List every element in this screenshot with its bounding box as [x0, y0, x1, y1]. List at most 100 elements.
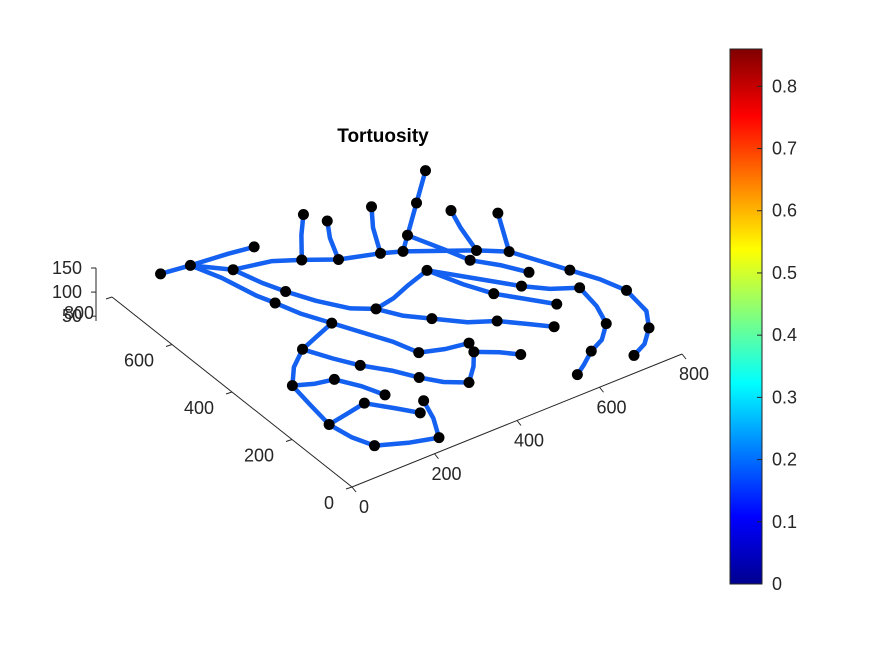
network-segment	[290, 377, 337, 388]
network-node	[523, 266, 535, 278]
network-node	[471, 244, 482, 256]
network-segment	[362, 400, 423, 416]
z-tick-label: 50	[62, 306, 82, 326]
network-segment	[448, 208, 479, 253]
x-tick-mark	[434, 453, 439, 460]
network-segment	[400, 200, 419, 254]
network-node	[420, 165, 431, 177]
network-segment	[624, 288, 652, 331]
y-tick-mark	[105, 296, 113, 300]
network-node	[297, 343, 308, 355]
network-node	[488, 288, 500, 300]
z-tick-label: 150	[52, 258, 82, 278]
network-segment	[373, 306, 435, 321]
network-segment	[332, 377, 388, 398]
network-node	[516, 280, 527, 292]
network-node	[321, 215, 333, 227]
network-segment	[272, 300, 335, 326]
network-node	[564, 264, 576, 276]
network-node	[411, 197, 422, 209]
colorbar-tick-label: 0.2	[772, 450, 797, 470]
network-node	[551, 298, 563, 310]
colorbar-tick-label: 0	[772, 574, 782, 594]
network-node	[354, 359, 366, 371]
network-segment	[358, 363, 422, 380]
y-tick-label: 0	[324, 493, 334, 513]
network-node	[548, 321, 560, 333]
network-segment	[283, 289, 379, 312]
network-segment	[506, 249, 573, 273]
network-node	[184, 259, 196, 271]
network-segment	[188, 263, 278, 306]
y-tick-label: 400	[184, 398, 214, 418]
network-segment	[424, 268, 497, 296]
network-node	[426, 313, 438, 325]
network-node	[464, 254, 476, 266]
network-segment	[326, 400, 367, 427]
y-tick-mark	[225, 391, 233, 395]
z-tick-label: 100	[52, 282, 82, 302]
network-node	[421, 264, 433, 276]
network-segment	[300, 320, 335, 352]
x-tick-label: 400	[514, 431, 544, 451]
network-nodes	[155, 165, 655, 452]
network-node	[397, 245, 409, 257]
network-segment	[299, 212, 306, 263]
network-node	[248, 241, 260, 253]
network-segment	[414, 168, 428, 206]
network-segment	[325, 218, 341, 262]
network-node	[414, 407, 426, 419]
network-node	[413, 347, 425, 359]
network-node	[585, 345, 597, 357]
y-tick-mark	[345, 486, 353, 490]
colorbar-tick-label: 0.3	[772, 387, 797, 407]
colorbar: 0 0.1 0.2 0.3 0.4 0.5 0.6 0.7 0.8	[729, 48, 797, 594]
network-node	[621, 284, 632, 296]
y-tick-label: 800	[64, 303, 94, 323]
network-node	[643, 322, 655, 334]
network-node	[333, 253, 344, 265]
network-node	[574, 282, 586, 294]
network-segment	[429, 316, 500, 325]
network-segment	[290, 347, 305, 388]
network-segment	[299, 249, 406, 263]
network-node	[503, 246, 515, 258]
network-node	[491, 315, 503, 327]
network-node	[468, 346, 480, 358]
network-segment	[577, 285, 609, 326]
colorbar-gradient	[729, 48, 763, 585]
network-node	[445, 205, 457, 217]
network-node	[326, 317, 338, 329]
network-segment	[495, 210, 512, 254]
x-tick-label: 800	[679, 364, 709, 384]
colorbar-tick-label: 0.5	[772, 263, 797, 283]
network-segment	[471, 349, 524, 357]
network-segment	[567, 267, 629, 293]
network-node	[227, 264, 239, 276]
network-node	[418, 395, 430, 407]
network-segment	[424, 268, 524, 289]
y-tick-mark	[285, 439, 293, 442]
network-segment	[519, 283, 582, 292]
x-tick-mark	[599, 386, 604, 393]
network-node	[571, 369, 583, 381]
network-node	[463, 337, 475, 349]
network-node	[628, 349, 640, 361]
network-segment	[421, 398, 442, 440]
network-segment	[329, 320, 422, 355]
network-node	[269, 297, 281, 309]
network-node	[296, 254, 308, 266]
network-node	[379, 389, 391, 401]
y-tick-mark	[165, 344, 173, 347]
network-segment	[416, 375, 472, 385]
network-segment	[491, 291, 560, 307]
chart-title: Tortuosity	[337, 126, 429, 147]
network-node	[492, 207, 504, 219]
network-segment	[494, 318, 557, 329]
x-tick-mark	[681, 353, 687, 360]
network-segment	[372, 435, 442, 448]
x-tick-mark	[516, 420, 522, 426]
